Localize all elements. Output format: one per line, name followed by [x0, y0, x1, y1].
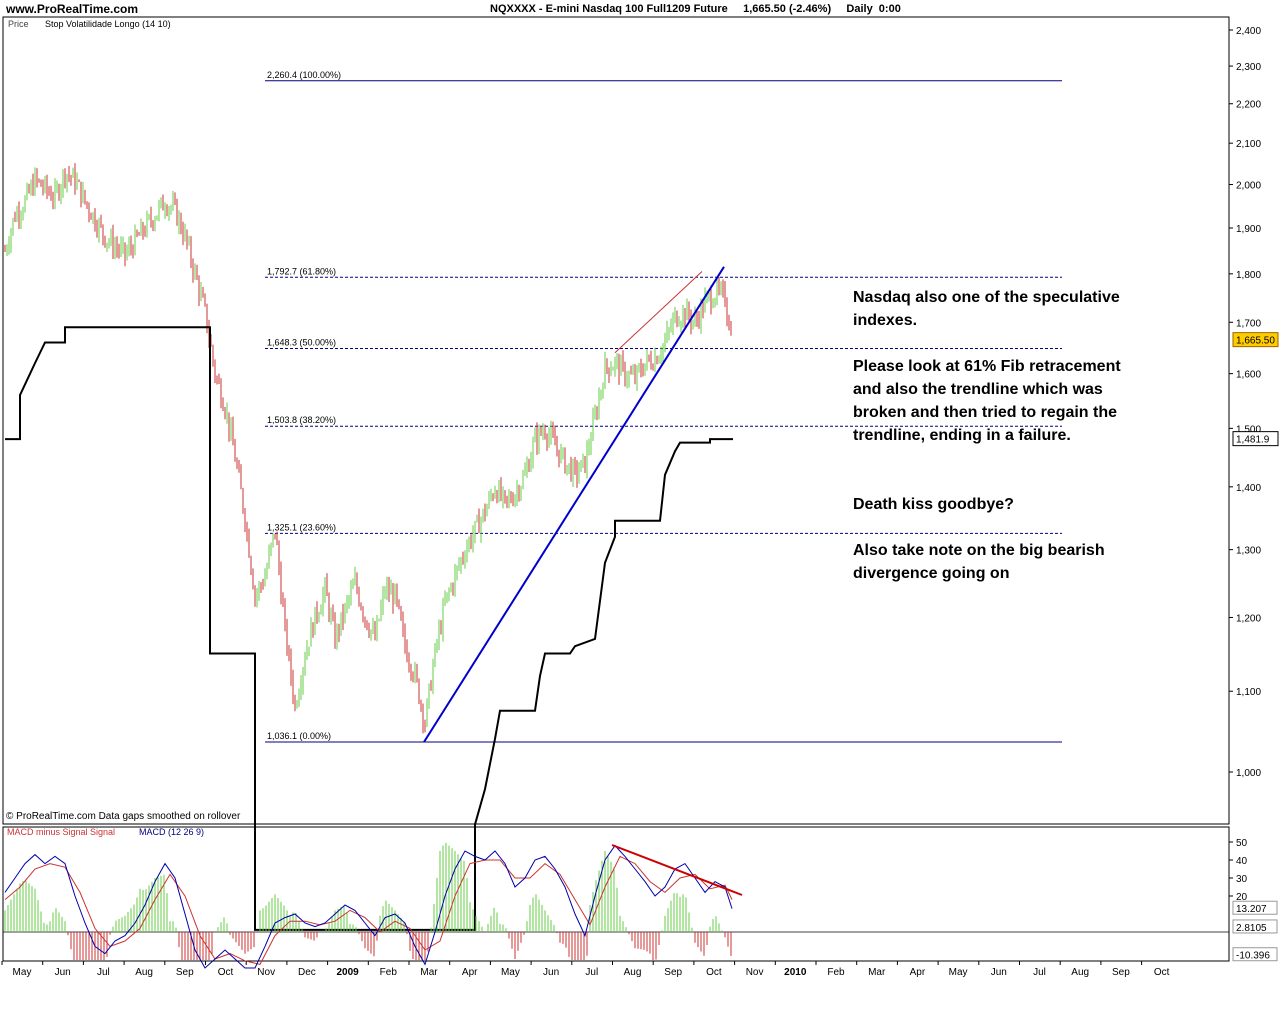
x-tick-label: Nov [257, 967, 275, 978]
y-tick-label: 1,500 [1236, 424, 1261, 435]
macd-hist-label: MACD minus Signal Signal [7, 827, 116, 837]
y-tick-label: 1,700 [1236, 318, 1261, 329]
macd-value: -10.396 [1236, 951, 1270, 962]
macd-value: 2.8105 [1236, 923, 1267, 934]
y-tick-label: 1,100 [1236, 687, 1261, 698]
last-price-tag [1232, 332, 1279, 348]
macd-value-tag [1232, 919, 1278, 934]
uptrend-line [423, 266, 725, 743]
last-price-value: 1,665.50 [1236, 336, 1275, 347]
x-tick-label: Aug [135, 967, 153, 978]
macd-tick-label: 40 [1236, 856, 1248, 867]
x-tick-label: May [949, 967, 968, 978]
y-tick-label: 2,200 [1236, 100, 1261, 111]
footer-note: © ProRealTime.com Data gaps smoothed on … [6, 811, 241, 822]
macd-line [4, 844, 733, 969]
x-tick-label: 2009 [336, 967, 359, 978]
x-tick-label: Feb [380, 967, 398, 978]
x-tick-label: Dec [298, 967, 316, 978]
y-tick-label: 1,300 [1236, 546, 1261, 557]
price-label: Price [8, 19, 29, 29]
y-tick-label: 1,400 [1236, 483, 1261, 494]
divergence-line [611, 844, 743, 896]
x-tick-label: Mar [868, 967, 886, 978]
x-tick-label: May [13, 967, 32, 978]
x-tick-label: Apr [462, 967, 478, 978]
instrument-title: NQXXXX - E-mini Nasdaq 100 Full1209 Futu… [490, 3, 901, 15]
fib-label: 1,325.1 (23.60%) [267, 522, 336, 532]
note-speculative: Nasdaq also one of the speculative index… [853, 289, 1120, 329]
stop-value-tag [1232, 431, 1279, 447]
y-tick-label: 1,200 [1236, 613, 1261, 624]
chart-header: www.ProRealTime.com NQXXXX - E-mini Nasd… [0, 0, 1280, 18]
x-tick-label: 2010 [784, 967, 807, 978]
note-death-kiss: Death kiss goodbye? [853, 496, 1014, 513]
site-name[interactable]: www.ProRealTime.com [6, 2, 139, 16]
x-tick-label: Oct [1154, 967, 1170, 978]
macd-tick-label: 50 [1236, 838, 1248, 849]
y-tick-label: 1,900 [1236, 224, 1261, 235]
x-tick-label: Apr [910, 967, 926, 978]
x-tick-label: Jun [991, 967, 1007, 978]
note-fib: Please look at 61% Fib retracement and a… [853, 358, 1121, 444]
macd-value-tag [1232, 900, 1278, 915]
x-tick-label: Jul [97, 967, 110, 978]
volatility-stop-line [5, 326, 733, 931]
y-tick-label: 1,600 [1236, 370, 1261, 381]
y-tick-label: 1,800 [1236, 270, 1261, 281]
x-tick-label: Mar [420, 967, 438, 978]
x-tick-label: Feb [827, 967, 845, 978]
y-tick-label: 2,000 [1236, 181, 1261, 192]
y-tick-label: 1,000 [1236, 768, 1261, 779]
x-tick-label: Sep [664, 967, 682, 978]
x-tick-label: Nov [746, 967, 764, 978]
x-tick-label: Oct [218, 967, 234, 978]
fib-label: 1,648.3 (50.00%) [267, 337, 336, 347]
indicator-label: Stop Volatilidade Longo (14 10) [45, 19, 171, 29]
x-tick-label: May [501, 967, 520, 978]
x-tick-label: Jul [585, 967, 598, 978]
y-tick-label: 2,400 [1236, 26, 1261, 37]
x-tick-label: Jun [543, 967, 559, 978]
stop-value: 1,481.9 [1236, 435, 1270, 446]
fib-label: 1,036.1 (0.00%) [267, 731, 331, 741]
y-tick-label: 2,100 [1236, 139, 1261, 150]
x-tick-label: Aug [1071, 967, 1089, 978]
macd-tick-label: 20 [1236, 892, 1248, 903]
fib-label: 2,260.4 (100.00%) [267, 70, 341, 80]
y-tick-label: 2,300 [1236, 62, 1261, 73]
macd-label: MACD (12 26 9) [139, 827, 205, 837]
x-tick-label: Jun [55, 967, 71, 978]
note-divergence: Also take note on the big bearish diverg… [853, 542, 1105, 582]
fib-label: 1,792.7 (61.80%) [267, 266, 336, 276]
price-panel-frame [2, 16, 1230, 825]
upper-channel-line [614, 271, 703, 354]
x-tick-label: Oct [706, 967, 722, 978]
x-tick-label: Sep [1112, 967, 1130, 978]
macd-panel-frame [2, 826, 1230, 962]
signal-line [4, 855, 733, 965]
x-tick-label: Jul [1033, 967, 1046, 978]
macd-value-tag [1232, 947, 1278, 962]
fib-label: 1,503.8 (38.20%) [267, 415, 336, 425]
macd-tick-label: 30 [1236, 874, 1248, 885]
x-tick-label: Aug [624, 967, 642, 978]
macd-value: 13.207 [1236, 904, 1267, 915]
x-tick-label: Sep [176, 967, 194, 978]
